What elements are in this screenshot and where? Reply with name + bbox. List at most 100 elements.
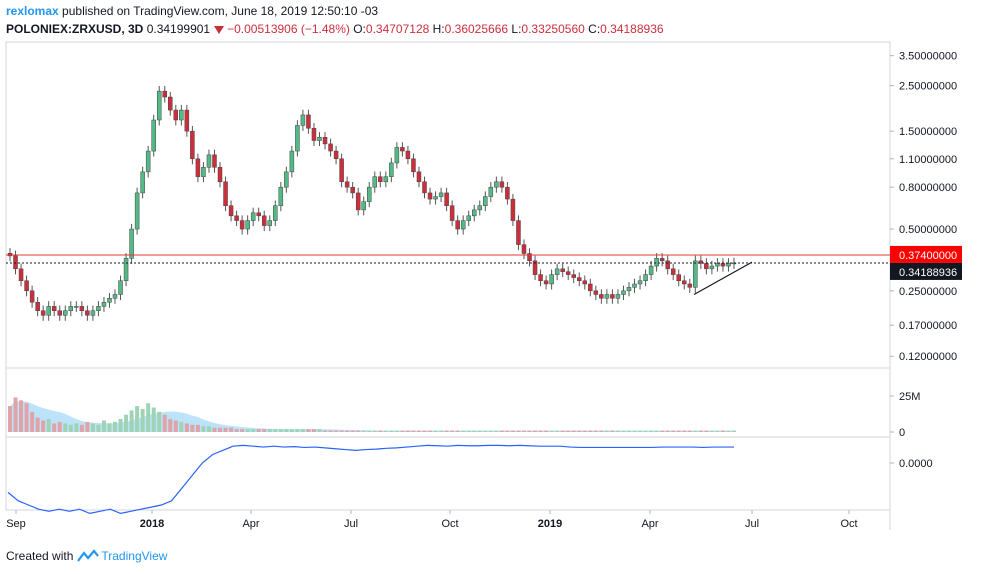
volume-bar — [527, 430, 532, 432]
volume-bar — [162, 414, 167, 432]
volume-bar — [444, 430, 449, 432]
candle-body — [549, 274, 554, 285]
volume-bar — [129, 410, 134, 432]
volume-bar — [218, 427, 223, 432]
indicator-pane-frame — [5, 436, 891, 511]
volume-bar — [146, 403, 151, 432]
volume-bar — [30, 411, 35, 432]
volume-bar — [311, 429, 316, 432]
volume-bar — [63, 423, 68, 432]
horizontal-line-label: 0.37400000 — [899, 250, 957, 262]
volume-bar — [223, 427, 228, 432]
volume-bar — [400, 430, 405, 432]
candle-body — [344, 181, 350, 188]
last-price: 0.34199901 — [146, 22, 211, 36]
price-axis-label: 0.50000000 — [899, 224, 957, 236]
volume-bar — [168, 419, 173, 432]
candle-body — [245, 220, 250, 230]
time-axis-label: Oct — [840, 518, 857, 530]
candle-body — [455, 220, 460, 230]
volume-bar — [505, 430, 510, 432]
candle-body — [676, 274, 681, 281]
volume-bar — [52, 423, 57, 432]
candle-body — [201, 167, 206, 177]
candle-body — [311, 127, 317, 141]
volume-bar — [604, 430, 609, 432]
trendline — [693, 261, 753, 295]
candle-body — [355, 192, 361, 211]
volume-bar — [461, 430, 466, 432]
indicator-line — [7, 444, 734, 515]
candle-body — [560, 268, 565, 272]
volume-bar — [472, 430, 477, 432]
candle-body — [162, 90, 167, 98]
candle-body — [239, 220, 245, 230]
volume-bar — [477, 430, 482, 432]
price-lines — [6, 254, 890, 295]
candle-body — [333, 150, 339, 160]
candle-body — [527, 253, 532, 262]
volume-bar — [13, 397, 18, 432]
tradingview-brand: TradingView — [101, 549, 168, 563]
candle-body — [460, 220, 466, 230]
price-axis[interactable]: 3.50000000 2.50000000 1.50000000 1.10000000… — [890, 51, 957, 470]
candle-body — [372, 176, 378, 188]
volume-bar — [306, 429, 311, 432]
volume-bar — [665, 430, 670, 432]
volume-bar — [328, 430, 333, 432]
candle-body — [654, 258, 659, 267]
candle-body — [394, 147, 400, 164]
volume-bar — [300, 429, 305, 432]
candle-body — [626, 287, 632, 292]
volume-bar — [422, 430, 427, 432]
candle-body — [466, 215, 471, 221]
candle-body — [499, 181, 505, 188]
volume-bar — [256, 429, 261, 432]
time-axis[interactable]: Sep 2018 Apr Jul Oct 2019 Apr Jul Oct — [6, 510, 858, 530]
volume-bar — [334, 430, 339, 432]
tradingview-link[interactable]: TradingView — [77, 549, 167, 563]
volume-bar — [510, 430, 515, 432]
volume-bar — [671, 430, 676, 432]
time-axis-label: Oct — [441, 518, 458, 530]
volume-bar — [345, 430, 350, 432]
candle-body — [577, 277, 582, 281]
volume-bar — [101, 420, 106, 432]
candle-body — [289, 150, 295, 173]
candle-body — [51, 306, 57, 311]
volume-bar — [676, 430, 681, 432]
author-link[interactable]: rexlomax — [6, 4, 59, 18]
volume-bar — [660, 430, 665, 432]
candle-body — [593, 290, 599, 295]
volume-bar — [124, 414, 129, 432]
candle-body — [715, 263, 720, 267]
candle-body — [554, 268, 560, 275]
volume-bar — [107, 423, 112, 432]
volume-bar — [278, 429, 283, 432]
candle-body — [411, 158, 416, 173]
candle-body — [665, 260, 670, 270]
candle-body — [488, 186, 494, 197]
candle-body — [438, 192, 444, 197]
price-labels: 0.37400000 0.34188936 — [890, 245, 962, 280]
volume-bar — [715, 430, 720, 432]
candle-body — [18, 268, 24, 281]
candle-body — [510, 198, 516, 221]
candle-body — [389, 162, 394, 177]
open-label: O: — [353, 22, 366, 36]
volume-bar — [19, 400, 24, 432]
volume-axis-label: 25M — [899, 391, 920, 403]
candle-body — [206, 154, 212, 168]
volume-bar — [709, 430, 714, 432]
candle-body — [118, 280, 123, 295]
candle-body — [516, 220, 521, 245]
volume-bar — [273, 429, 278, 432]
volume-bar — [289, 429, 294, 432]
volume-bar — [240, 429, 245, 432]
candle-body — [74, 306, 79, 308]
candle-body — [378, 176, 383, 183]
volume-bar — [450, 430, 455, 432]
candle-body — [195, 158, 201, 177]
volume-bar — [599, 430, 604, 432]
